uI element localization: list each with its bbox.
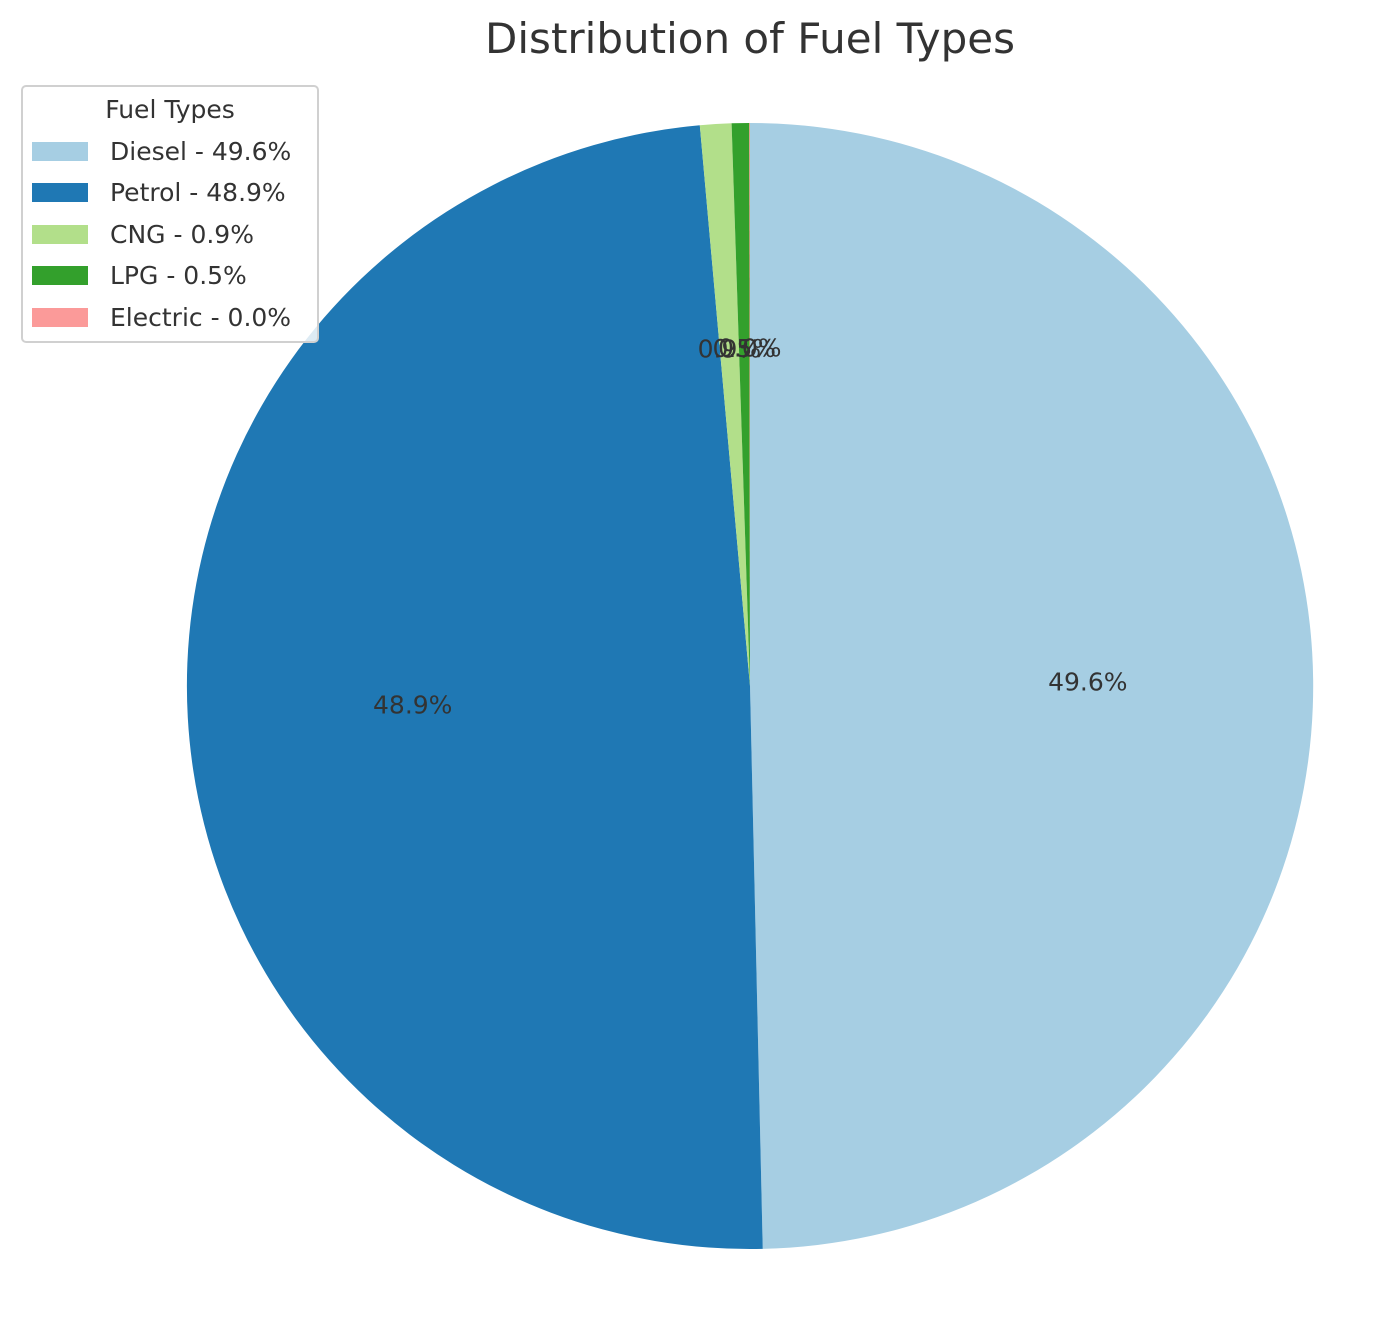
slice-label-diesel: 49.6% [1048, 668, 1127, 697]
chart-title: Distribution of Fuel Types [485, 14, 1015, 63]
legend-entry-petrol: Petrol - 48.9% [32, 178, 286, 208]
pie-slice-lpg [731, 123, 750, 686]
legend-label-petrol: Petrol - 48.9% [110, 178, 286, 207]
pie-slice-electric [749, 122, 750, 686]
legend-entry-electric: Electric - 0.0% [32, 302, 291, 332]
legend-swatch-cng [32, 224, 88, 244]
pie-slice-cng [699, 123, 750, 687]
legend-title: Fuel Types [105, 95, 235, 124]
legend-entry-diesel: Diesel - 49.6% [32, 136, 291, 166]
legend-swatch-diesel [32, 141, 88, 161]
slice-label-electric: 0.0% [718, 334, 782, 363]
legend: Fuel Types Diesel - 49.6% Petrol - 48.9%… [21, 85, 319, 343]
slice-label-petrol: 48.9% [373, 690, 452, 719]
pie-slice-diesel [750, 122, 1314, 1249]
legend-label-lpg: LPG - 0.5% [110, 261, 247, 290]
slice-label-cng: 0.9% [698, 334, 762, 363]
legend-label-cng: CNG - 0.9% [110, 219, 254, 249]
legend-swatch-petrol [32, 183, 88, 202]
legend-entry-lpg: LPG - 0.5% [32, 261, 247, 291]
legend-swatch-lpg [32, 266, 88, 285]
pie-slice-petrol [186, 125, 763, 1250]
legend-label-diesel: Diesel - 49.6% [110, 136, 292, 166]
pie-slice-labels: 49.6% 48.9% 0.9%0.5%0.0% [373, 334, 1127, 720]
pie-slices [186, 122, 1314, 1250]
slice-label-lpg: 0.5% [713, 334, 777, 363]
legend-swatch-electric [32, 307, 88, 327]
legend-entry-cng: CNG - 0.9% [32, 219, 254, 249]
legend-label-electric: Electric - 0.0% [110, 302, 292, 332]
